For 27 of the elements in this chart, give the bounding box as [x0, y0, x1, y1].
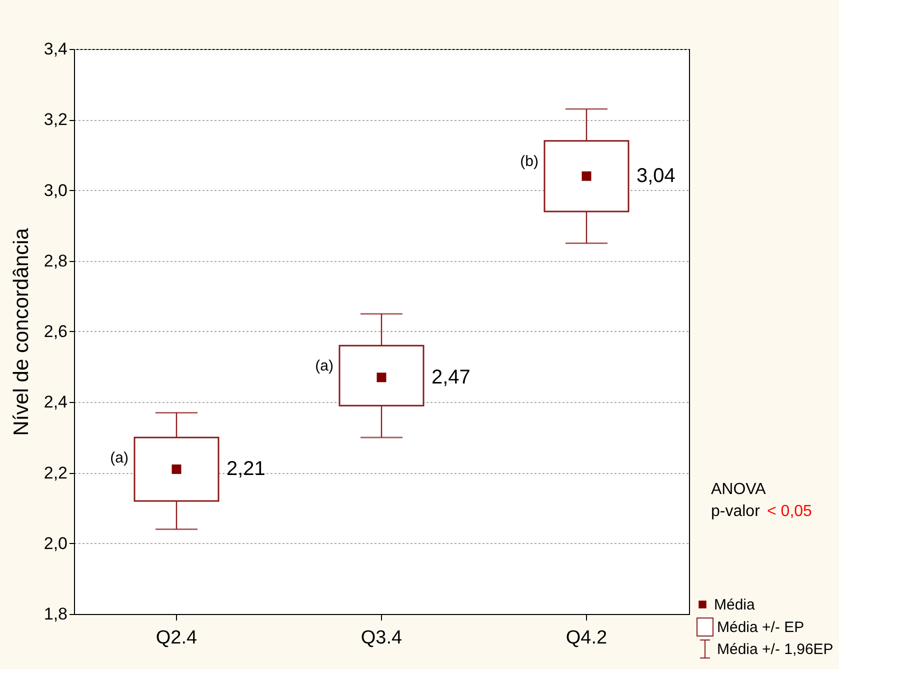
legend-label: Média +/- EP: [717, 619, 804, 636]
x-tick-label: Q3.4: [360, 628, 403, 648]
y-tick-label: 1,8: [44, 604, 68, 624]
y-tick-label: 2,6: [44, 322, 68, 341]
annotation: (b): [520, 152, 538, 170]
text: Média +/- 1,96EP: [717, 641, 834, 658]
x-tick-label: Q2.4: [156, 628, 198, 648]
text: ANOVA: [711, 481, 766, 498]
y-tick-label: 2,4: [44, 392, 68, 412]
y-tick-label: 3,2: [44, 110, 68, 130]
y-axis-title: Nível de concordância: [10, 228, 33, 436]
annotation: 3,04: [636, 165, 676, 188]
annotation: (a): [315, 358, 334, 375]
point: [582, 171, 592, 181]
text: p-valor < 0,05: [711, 503, 812, 520]
y-tick-label: 2,2: [44, 463, 68, 482]
point: [376, 372, 386, 382]
y-tick-label: 3,0: [44, 180, 68, 200]
legend-label: Média: [714, 596, 756, 614]
annotation: (a): [110, 449, 128, 466]
y-tick-label: 2,8: [44, 251, 68, 270]
annotation: 2,21: [226, 458, 266, 480]
y-tick-label: 3,4: [44, 40, 68, 58]
point: [172, 464, 182, 474]
annotation: 2,47: [432, 366, 470, 388]
y-tick-label: 2,0: [44, 534, 68, 553]
x-tick-label: Q4.2: [566, 628, 608, 648]
